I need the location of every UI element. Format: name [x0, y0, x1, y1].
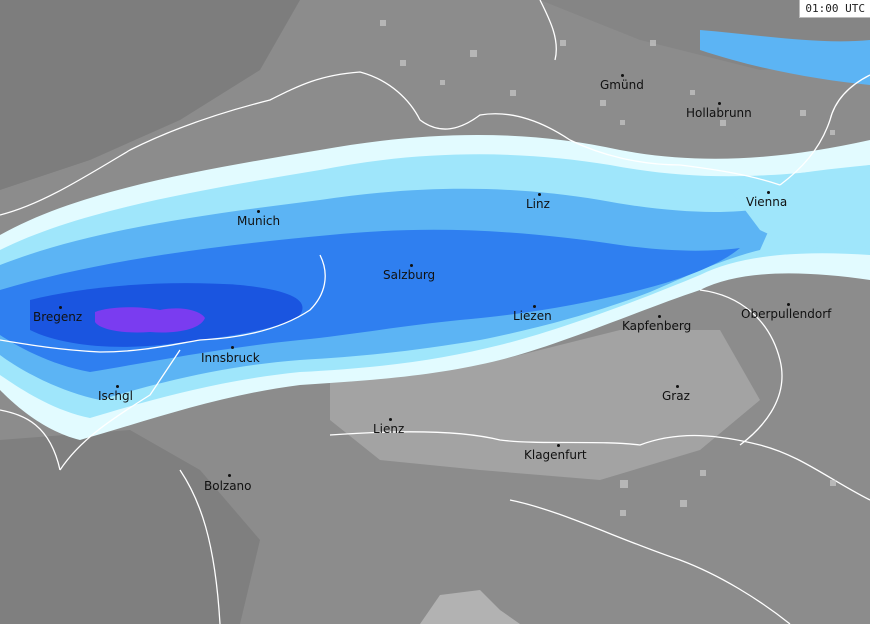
city-label-innsbruck: Innsbruck: [201, 351, 260, 365]
radar-speckle: [380, 20, 836, 516]
precipitation-band: [0, 30, 870, 440]
city-label-liezen: Liezen: [513, 309, 552, 323]
city-marker-bolzano: [228, 474, 231, 477]
city-label-oberpullendorf: Oberpullendorf: [741, 307, 832, 321]
city-marker-oberpullendorf: [787, 303, 790, 306]
city-label-vienna: Vienna: [746, 195, 788, 209]
city-marker-gmund: [621, 74, 624, 77]
city-label-ischgl: Ischgl: [98, 389, 133, 403]
city-marker-liezen: [533, 305, 536, 308]
city-label-klagenfurt: Klagenfurt: [524, 448, 587, 462]
city-label-lienz: Lienz: [373, 422, 405, 436]
city-marker-ischgl: [116, 385, 119, 388]
city-marker-hollabrunn: [718, 102, 721, 105]
lake-south: [420, 590, 520, 624]
city-label-linz: Linz: [526, 197, 550, 211]
city-label-hollabrunn: Hollabrunn: [686, 106, 752, 120]
city-marker-munich: [257, 210, 260, 213]
city-label-salzburg: Salzburg: [383, 268, 436, 282]
city-marker-klagenfurt: [557, 444, 560, 447]
city-label-kapfenberg: Kapfenberg: [622, 319, 692, 333]
city-marker-innsbruck: [231, 346, 234, 349]
city-marker-vienna: [767, 191, 770, 194]
city-marker-kapfenberg: [658, 315, 661, 318]
city-label-bolzano: Bolzano: [204, 479, 252, 493]
city-label-graz: Graz: [662, 389, 690, 403]
city-label-gmund: Gmünd: [600, 78, 644, 92]
city-marker-salzburg: [410, 264, 413, 267]
city-marker-bregenz: [59, 306, 62, 309]
city-marker-graz: [676, 385, 679, 388]
city-label-munich: Munich: [237, 214, 281, 228]
city-label-bregenz: Bregenz: [33, 310, 83, 324]
terrain-shade-northwest: [0, 0, 300, 190]
timestamp-label: 01:00 UTC: [799, 0, 870, 18]
terrain-shade-southwest: [0, 430, 260, 624]
city-marker-lienz: [389, 418, 392, 421]
city-marker-linz: [538, 193, 541, 196]
